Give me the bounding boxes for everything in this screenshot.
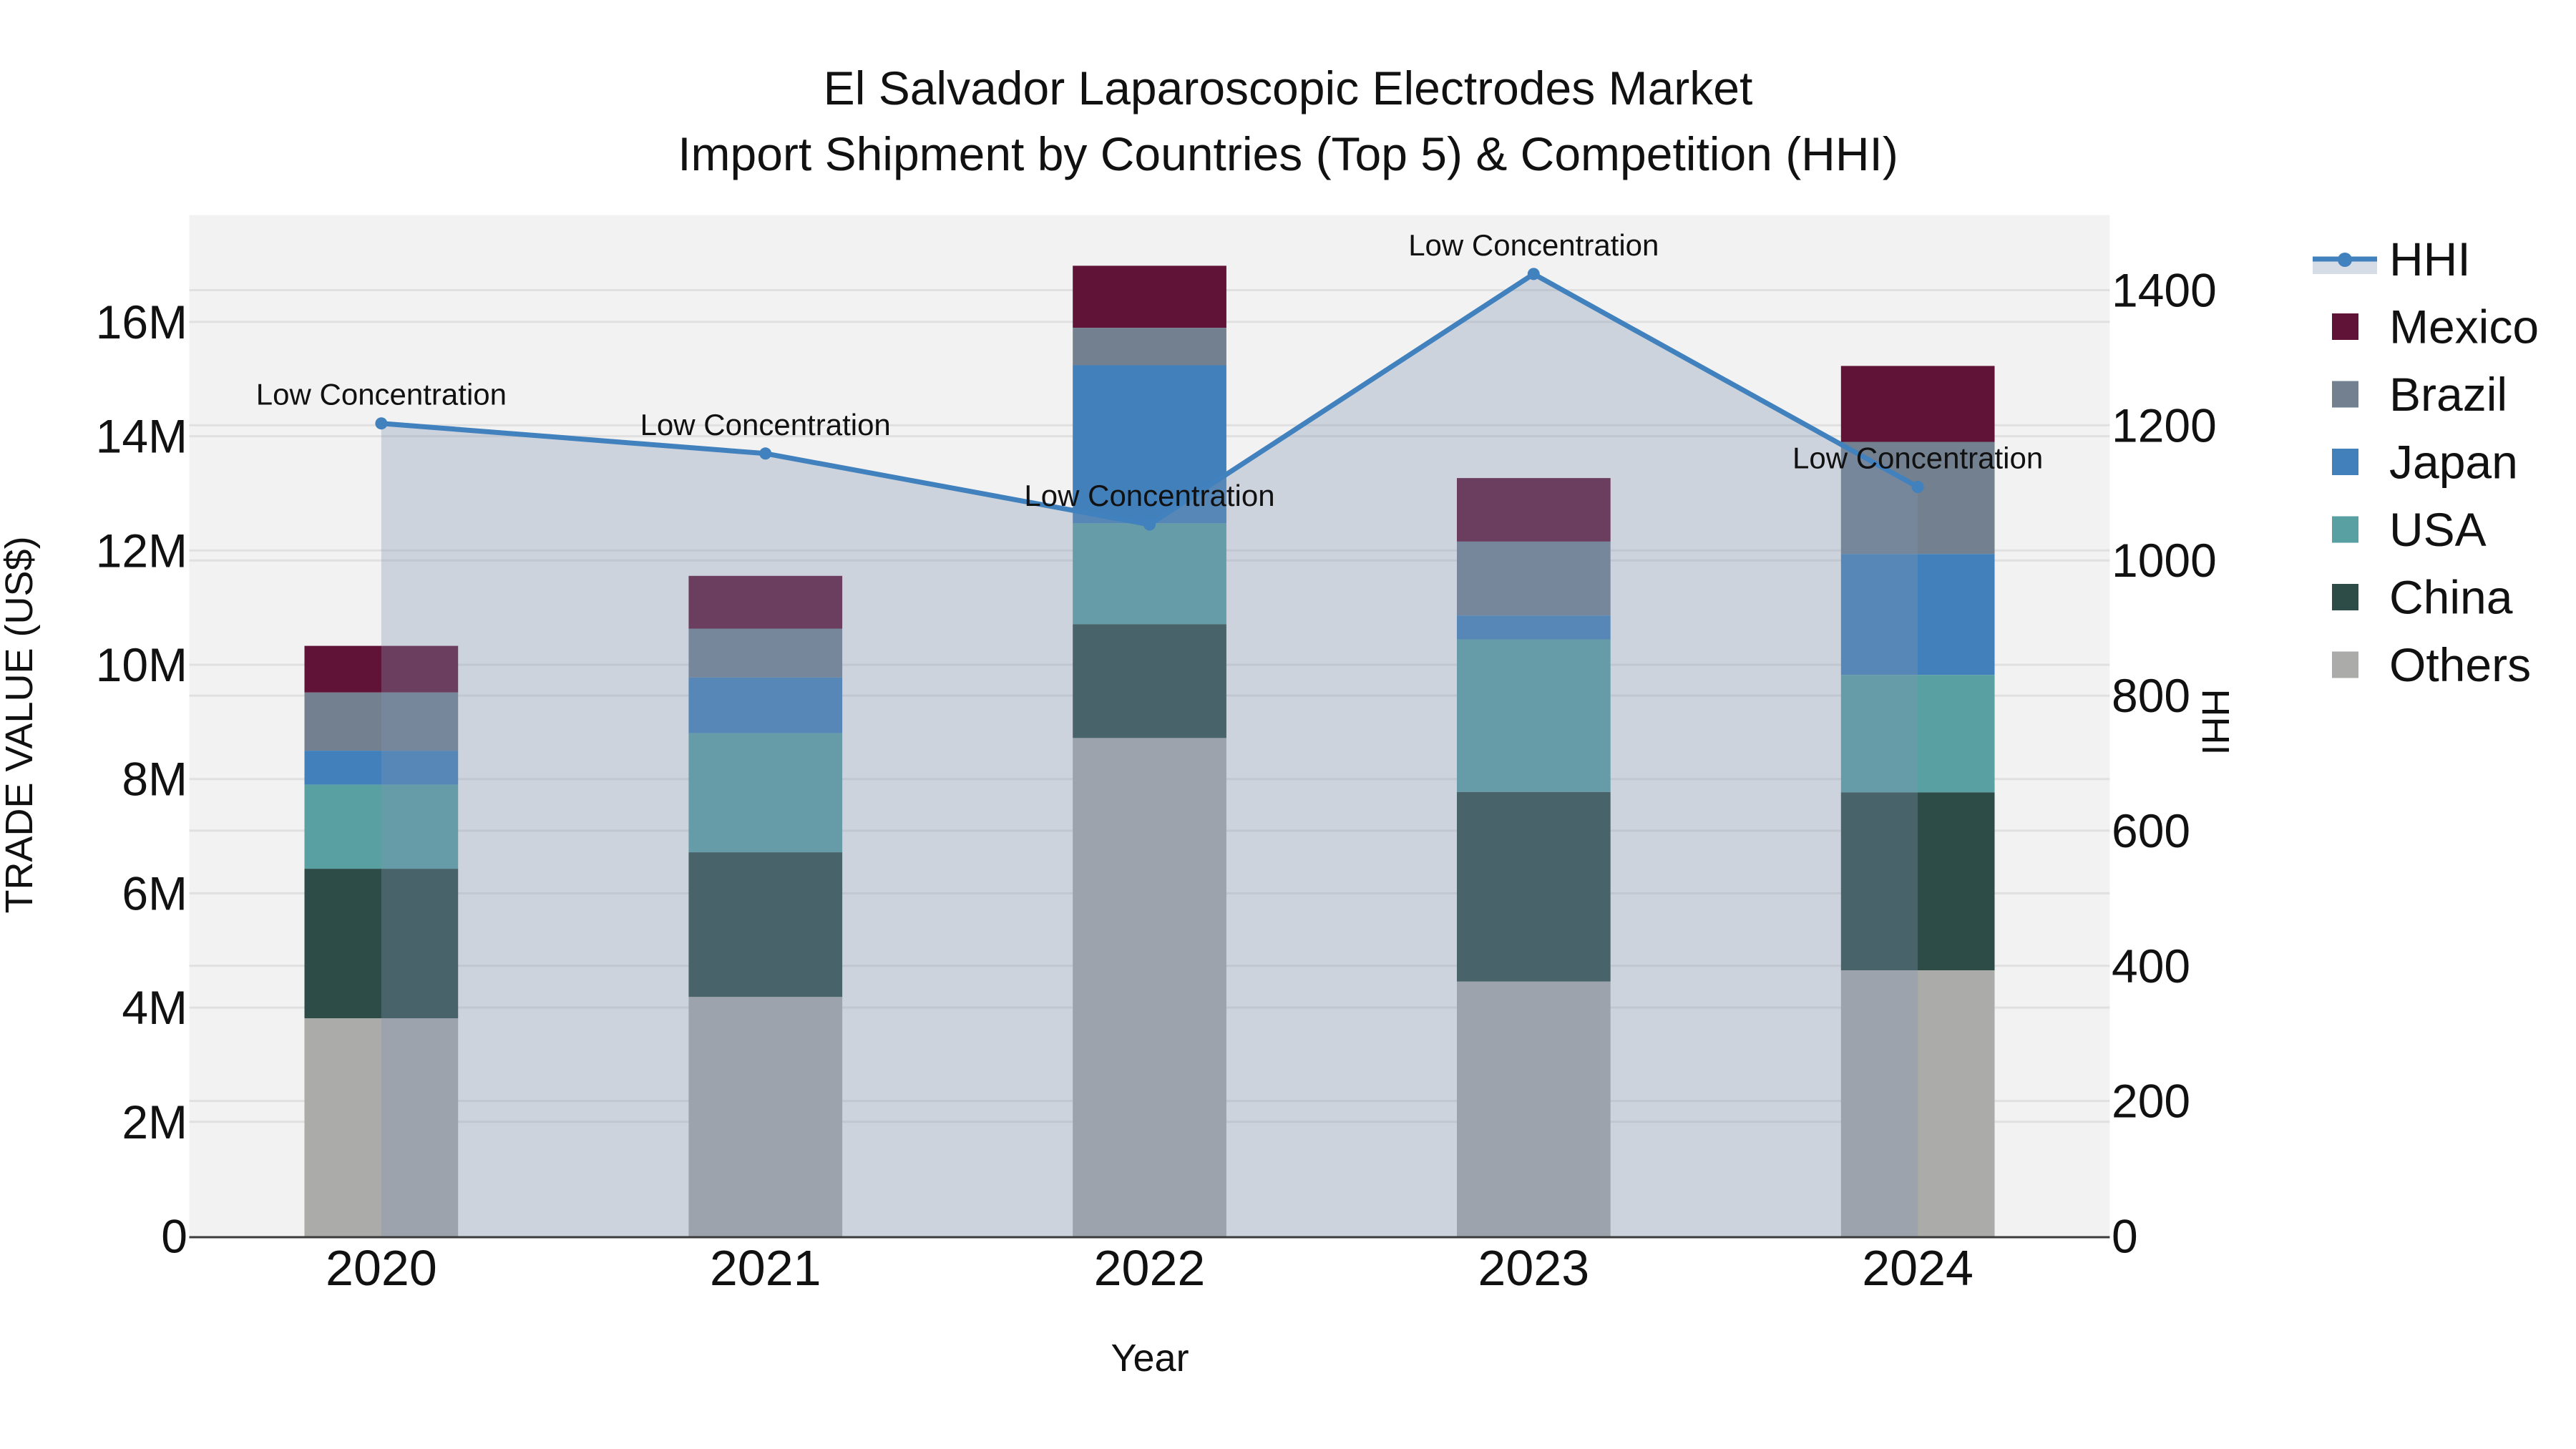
svg-text:1000: 1000 <box>2112 534 2217 587</box>
svg-text:2023: 2023 <box>1478 1240 1589 1296</box>
svg-text:TRADE VALUE (US$): TRADE VALUE (US$) <box>0 536 41 913</box>
svg-text:2M: 2M <box>122 1096 187 1148</box>
svg-text:HHI: HHI <box>2389 233 2471 286</box>
svg-text:Low Concentration: Low Concentration <box>640 408 891 441</box>
svg-text:400: 400 <box>2112 940 2190 992</box>
svg-text:6M: 6M <box>122 867 187 919</box>
svg-text:2021: 2021 <box>710 1240 821 1296</box>
svg-text:14M: 14M <box>96 410 187 463</box>
svg-text:0: 0 <box>2112 1210 2138 1263</box>
svg-text:200: 200 <box>2112 1075 2190 1128</box>
svg-text:800: 800 <box>2112 669 2190 722</box>
svg-text:Year: Year <box>1111 1337 1189 1380</box>
svg-text:2020: 2020 <box>326 1240 437 1296</box>
svg-text:USA: USA <box>2389 503 2487 556</box>
svg-text:Import Shipment by Countries (: Import Shipment by Countries (Top 5) & C… <box>678 127 1898 180</box>
svg-text:2024: 2024 <box>1862 1240 1974 1296</box>
svg-text:China: China <box>2389 571 2513 624</box>
svg-text:Low Concentration: Low Concentration <box>1024 479 1274 512</box>
svg-text:1200: 1200 <box>2112 399 2217 452</box>
svg-text:El Salvador Laparoscopic Elect: El Salvador Laparoscopic Electrodes Mark… <box>824 62 1753 114</box>
svg-text:Mexico: Mexico <box>2389 301 2539 353</box>
svg-text:Low Concentration: Low Concentration <box>1408 228 1659 262</box>
svg-text:Low Concentration: Low Concentration <box>256 378 507 411</box>
svg-text:8M: 8M <box>122 753 187 806</box>
svg-text:Brazil: Brazil <box>2389 368 2507 421</box>
svg-text:12M: 12M <box>96 524 187 577</box>
svg-text:Low Concentration: Low Concentration <box>1792 441 2043 475</box>
svg-text:2022: 2022 <box>1094 1240 1206 1296</box>
svg-text:0: 0 <box>161 1210 187 1263</box>
svg-text:4M: 4M <box>122 981 187 1034</box>
svg-text:600: 600 <box>2112 804 2190 857</box>
svg-text:1400: 1400 <box>2112 264 2217 317</box>
svg-text:HHI: HHI <box>2194 689 2237 756</box>
svg-text:16M: 16M <box>96 296 187 348</box>
svg-text:Others: Others <box>2389 638 2531 691</box>
svg-text:10M: 10M <box>96 638 187 691</box>
svg-text:Japan: Japan <box>2389 436 2518 489</box>
